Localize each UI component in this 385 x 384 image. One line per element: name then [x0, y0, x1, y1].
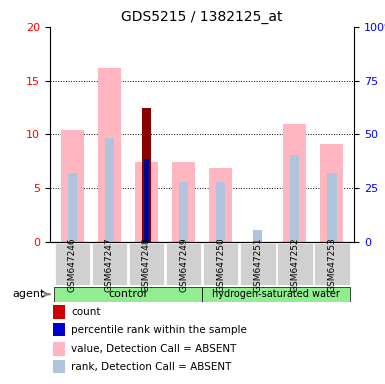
- Text: hydrogen-saturated water: hydrogen-saturated water: [213, 289, 340, 299]
- Text: percentile rank within the sample: percentile rank within the sample: [71, 325, 247, 335]
- Text: GSM647246: GSM647246: [68, 237, 77, 291]
- Bar: [144, 159, 149, 242]
- Bar: [61, 130, 84, 242]
- Text: GSM647253: GSM647253: [328, 237, 336, 292]
- Bar: [53, 305, 65, 319]
- Text: GSM647247: GSM647247: [105, 237, 114, 291]
- Bar: [290, 155, 300, 242]
- Text: GSM647252: GSM647252: [290, 237, 300, 291]
- FancyBboxPatch shape: [129, 243, 164, 285]
- Text: value, Detection Call = ABSENT: value, Detection Call = ABSENT: [71, 344, 237, 354]
- FancyBboxPatch shape: [203, 243, 238, 285]
- Text: rank, Detection Call = ABSENT: rank, Detection Call = ABSENT: [71, 362, 232, 372]
- Bar: [68, 173, 77, 242]
- FancyBboxPatch shape: [314, 243, 350, 285]
- Text: GSM647251: GSM647251: [253, 237, 262, 292]
- Bar: [53, 360, 65, 373]
- Bar: [283, 124, 306, 242]
- FancyBboxPatch shape: [92, 243, 127, 285]
- Text: GSM647250: GSM647250: [216, 237, 225, 292]
- Bar: [53, 323, 65, 336]
- Bar: [105, 137, 114, 242]
- Bar: [209, 168, 232, 242]
- FancyBboxPatch shape: [277, 243, 313, 285]
- Bar: [142, 108, 151, 242]
- Bar: [327, 173, 336, 242]
- FancyBboxPatch shape: [202, 287, 350, 302]
- Text: GSM647248: GSM647248: [142, 237, 151, 291]
- Bar: [172, 162, 195, 242]
- FancyBboxPatch shape: [240, 243, 276, 285]
- Title: GDS5215 / 1382125_at: GDS5215 / 1382125_at: [121, 10, 283, 25]
- Bar: [53, 342, 65, 356]
- Bar: [320, 144, 343, 242]
- Text: GSM647249: GSM647249: [179, 237, 188, 291]
- FancyBboxPatch shape: [166, 243, 201, 285]
- Text: control: control: [109, 289, 147, 299]
- Bar: [179, 182, 188, 242]
- FancyBboxPatch shape: [54, 287, 202, 302]
- Text: agent: agent: [13, 289, 45, 299]
- Bar: [135, 162, 158, 242]
- Bar: [98, 68, 121, 242]
- Bar: [216, 182, 225, 242]
- FancyBboxPatch shape: [55, 243, 90, 285]
- Text: count: count: [71, 307, 101, 317]
- Bar: [253, 230, 263, 242]
